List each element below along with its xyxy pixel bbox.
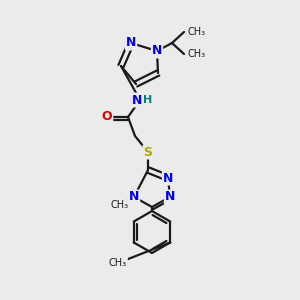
- Text: CH₃: CH₃: [109, 258, 127, 268]
- Text: N: N: [129, 190, 139, 203]
- Text: N: N: [163, 172, 173, 184]
- Text: N: N: [126, 37, 136, 50]
- Text: N: N: [165, 190, 175, 203]
- Text: S: S: [143, 146, 152, 158]
- Text: N: N: [152, 44, 162, 58]
- Text: CH₃: CH₃: [187, 27, 205, 37]
- Text: N: N: [116, 200, 124, 210]
- Text: O: O: [102, 110, 112, 124]
- Text: H: H: [143, 95, 153, 105]
- Text: CH₃: CH₃: [187, 49, 205, 59]
- Text: CH₃: CH₃: [111, 200, 129, 210]
- Text: N: N: [132, 94, 142, 106]
